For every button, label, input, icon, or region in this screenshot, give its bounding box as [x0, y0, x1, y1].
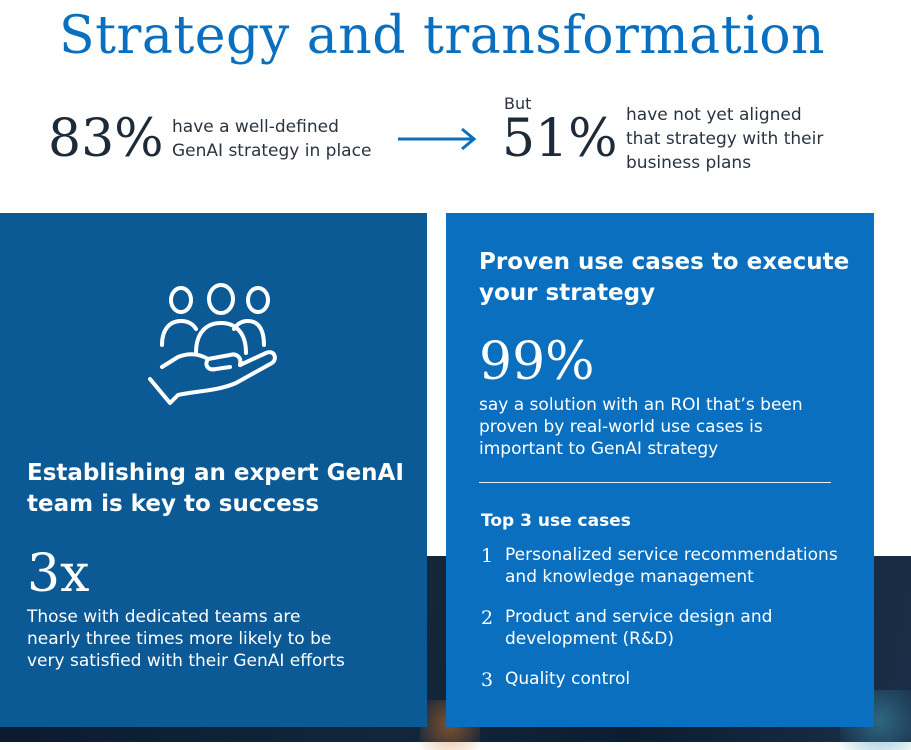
page-title: Strategy and transformation	[58, 6, 826, 66]
list-item-label-line1: Quality control	[505, 669, 631, 689]
use-cases-text-line3: important to GenAI strategy	[479, 439, 719, 459]
stat-51-value: 51%	[502, 109, 618, 169]
list-item-label-line1: Personalized service recommendations	[505, 545, 838, 565]
divider	[479, 482, 831, 483]
use-cases-heading-line2: your strategy	[479, 280, 656, 306]
list-item-label-line2: and knowledge management	[505, 567, 754, 587]
list-item-number: 1	[481, 545, 494, 567]
list-item-label-line2: development (R&D)	[505, 629, 674, 649]
use-cases-card	[446, 213, 874, 727]
list-item: 1 Personalized service recommendations a…	[481, 544, 861, 590]
stat-51-text-line1: have not yet aligned	[626, 105, 802, 125]
expert-team-stat: 3x	[27, 544, 90, 604]
list-item-label: Product and service design and developme…	[505, 606, 861, 650]
stat-83-text-line1: have a well-defined	[172, 117, 339, 137]
list-item-label-line1: Product and service design and	[505, 607, 773, 627]
expert-team-text-line3: very satisfied with their GenAI efforts	[27, 651, 345, 671]
stat-83-text-line2: GenAI strategy in place	[172, 141, 372, 161]
expert-team-heading-line2: team is key to success	[27, 491, 320, 517]
list-item: 3 Quality control	[481, 668, 861, 692]
stat-51-prefix: But	[504, 94, 532, 113]
arrow-right-icon	[398, 127, 477, 151]
stat-51-text-line3: business plans	[626, 153, 752, 173]
stat-83-value: 83%	[48, 109, 164, 169]
list-item-number: 2	[481, 607, 494, 629]
list-item-label: Personalized service recommendations and…	[505, 544, 861, 588]
top-use-cases-heading: Top 3 use cases	[481, 511, 631, 531]
stat-51-text-line2: that strategy with their	[626, 129, 824, 149]
list-item-label: Quality control	[505, 668, 861, 690]
expert-team-text-line1: Those with dedicated teams are	[27, 607, 301, 627]
expert-team-card	[0, 213, 427, 727]
use-cases-text-line1: say a solution with an ROI that’s been	[479, 395, 803, 415]
use-cases-stat: 99%	[479, 332, 595, 392]
expert-team-text-line2: nearly three times more likely to be	[27, 629, 332, 649]
team-hand-icon	[148, 283, 277, 405]
list-item-number: 3	[481, 669, 494, 691]
use-cases-heading-line1: Proven use cases to execute	[479, 249, 850, 275]
expert-team-heading-line1: Establishing an expert GenAI	[27, 460, 404, 486]
list-item: 2 Product and service design and develop…	[481, 606, 861, 652]
use-cases-text-line2: proven by real-world use cases is	[479, 417, 763, 437]
